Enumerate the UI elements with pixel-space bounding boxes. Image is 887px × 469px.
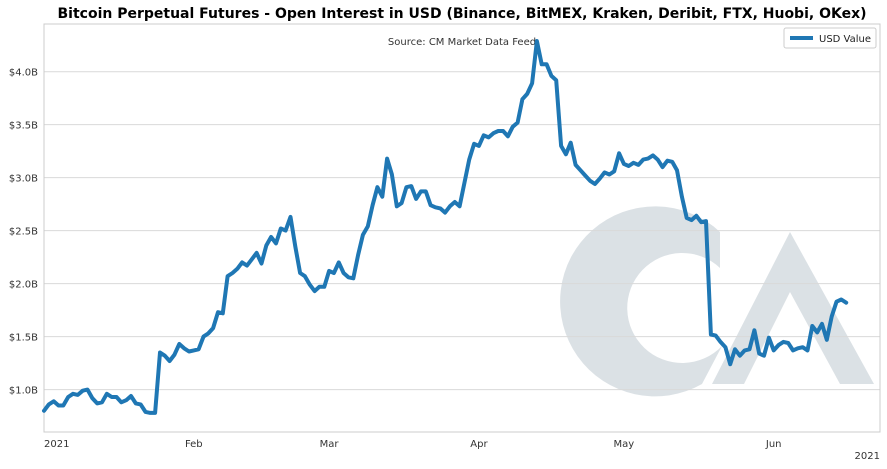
y-tick-label: $2.5B [9, 227, 38, 238]
x-tick-label: Feb [185, 439, 203, 450]
y-tick-label: $4.0B [9, 68, 38, 79]
legend-box [783, 27, 877, 49]
y-tick-label: $3.0B [9, 174, 38, 185]
y-tick-label: $3.5B [9, 121, 38, 132]
legend-label-usd-value: USD Value [819, 34, 871, 45]
x-tick-label: 2021 [44, 439, 69, 450]
x-tick-year-label: 2021 [855, 451, 880, 462]
cm-watermark-logo [560, 206, 874, 397]
x-axis: 2021 Feb Mar Apr May Jun [44, 439, 782, 450]
legend: USD Value [783, 27, 877, 49]
chart-title: Bitcoin Perpetual Futures - Open Interes… [58, 6, 867, 22]
x-tick-label: Apr [470, 439, 488, 450]
y-tick-label: $1.5B [9, 333, 38, 344]
y-tick-label: $2.0B [9, 280, 38, 291]
x-tick-label: May [614, 439, 635, 450]
source-annotation: Source: CM Market Data Feed [388, 37, 536, 48]
y-tick-label: $1.0B [9, 386, 38, 397]
plot-area-frame [43, 23, 881, 433]
y-axis: $1.0B $1.5B $2.0B $2.5B $3.0B $3.5B $4.0B [9, 68, 38, 397]
x-tick-label: Jun [765, 439, 782, 450]
x-tick-label: Mar [320, 439, 340, 450]
gridlines [44, 71, 880, 391]
series-line-usd-value [42, 39, 849, 415]
